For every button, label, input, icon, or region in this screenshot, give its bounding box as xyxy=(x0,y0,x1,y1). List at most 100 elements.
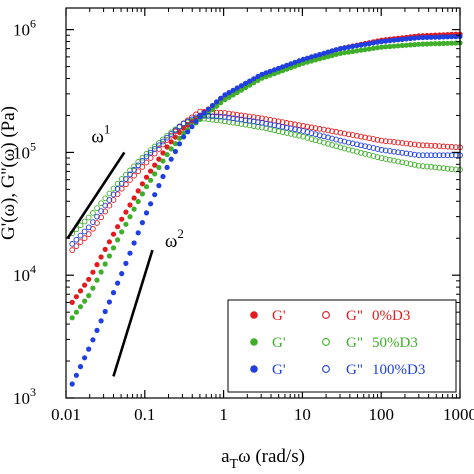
data-point xyxy=(382,138,389,144)
y-tick-base: 10 xyxy=(13,143,30,162)
data-point xyxy=(325,134,331,141)
data-point xyxy=(148,168,154,174)
data-point xyxy=(304,129,311,135)
data-point xyxy=(354,141,360,148)
data-point xyxy=(325,49,331,55)
data-point xyxy=(399,140,406,146)
data-point xyxy=(77,364,84,370)
data-point xyxy=(255,77,261,83)
data-point xyxy=(329,135,335,142)
data-point xyxy=(82,355,88,361)
y-tick-label: 104 xyxy=(13,262,36,285)
legend-marker-filled xyxy=(250,338,258,346)
data-point xyxy=(209,113,216,120)
data-point xyxy=(308,124,315,131)
data-point xyxy=(432,34,438,40)
data-point xyxy=(267,72,273,78)
data-point xyxy=(247,78,253,84)
data-point xyxy=(139,181,145,187)
data-point xyxy=(432,152,439,159)
data-point xyxy=(110,197,117,203)
data-point xyxy=(226,94,232,100)
data-point xyxy=(395,43,401,49)
data-point xyxy=(127,171,133,178)
data-point xyxy=(135,188,141,194)
data-point xyxy=(411,161,418,168)
data-point xyxy=(110,231,117,237)
x-tick-label: 1000 xyxy=(443,405,474,424)
data-point xyxy=(230,111,236,118)
data-point xyxy=(156,183,162,189)
data-point xyxy=(81,228,88,235)
data-point xyxy=(395,37,401,43)
x-axis-title: aTω (rad/s) xyxy=(221,446,305,472)
data-point xyxy=(354,132,360,139)
data-point xyxy=(453,144,459,150)
data-point xyxy=(341,145,348,152)
data-point xyxy=(362,134,368,141)
data-point xyxy=(82,298,88,304)
data-point xyxy=(383,44,389,50)
data-point xyxy=(114,191,121,198)
data-point xyxy=(358,149,364,156)
data-point xyxy=(214,103,220,109)
data-point xyxy=(279,123,286,130)
data-point xyxy=(94,327,100,333)
data-point xyxy=(185,129,191,135)
slope-label-base: ω xyxy=(165,231,178,252)
data-point xyxy=(440,165,447,172)
data-point xyxy=(321,126,327,133)
data-point xyxy=(102,308,108,315)
data-point xyxy=(218,100,224,106)
data-point xyxy=(234,89,240,96)
legend-label-sample: 0%D3 xyxy=(372,308,410,324)
data-point xyxy=(172,141,178,147)
data-point xyxy=(341,50,348,56)
data-point xyxy=(263,120,269,127)
legend-marker-filled xyxy=(250,311,258,319)
data-point xyxy=(259,71,265,77)
data-point xyxy=(333,51,339,58)
data-point xyxy=(317,56,323,62)
data-point xyxy=(164,134,170,141)
data-point xyxy=(123,209,129,215)
data-point xyxy=(148,201,154,207)
data-point xyxy=(399,36,405,43)
data-point xyxy=(106,299,112,305)
data-point xyxy=(395,139,401,146)
data-point xyxy=(222,97,228,103)
data-point xyxy=(366,41,372,47)
data-point xyxy=(271,122,278,129)
data-point xyxy=(416,41,422,47)
legend: G' G" 0%D3 G' G" 50%D3 G' G" 100%D3 xyxy=(227,299,457,393)
data-point xyxy=(341,45,348,51)
data-point xyxy=(156,156,162,162)
data-point xyxy=(449,40,455,46)
data-point xyxy=(407,141,414,147)
legend-label-gp: G' xyxy=(272,362,286,378)
data-point xyxy=(325,54,331,60)
data-point xyxy=(118,180,125,187)
y-tick-label: 106 xyxy=(13,17,36,40)
data-point xyxy=(69,241,76,247)
data-point xyxy=(444,143,451,150)
data-point xyxy=(73,294,79,300)
data-point xyxy=(424,142,430,149)
data-point xyxy=(411,141,418,148)
data-point xyxy=(73,309,79,315)
data-point xyxy=(436,164,443,171)
data-point xyxy=(382,156,389,162)
data-point xyxy=(82,282,88,288)
data-point xyxy=(90,269,96,275)
data-point xyxy=(143,174,150,180)
data-point xyxy=(81,218,88,225)
data-point xyxy=(77,232,84,239)
data-point xyxy=(143,184,150,190)
data-point xyxy=(131,163,137,170)
data-point xyxy=(115,280,121,286)
data-point xyxy=(420,163,426,169)
data-point xyxy=(387,148,393,154)
data-point xyxy=(106,253,112,259)
slope-label-exponent: 1 xyxy=(104,122,111,137)
